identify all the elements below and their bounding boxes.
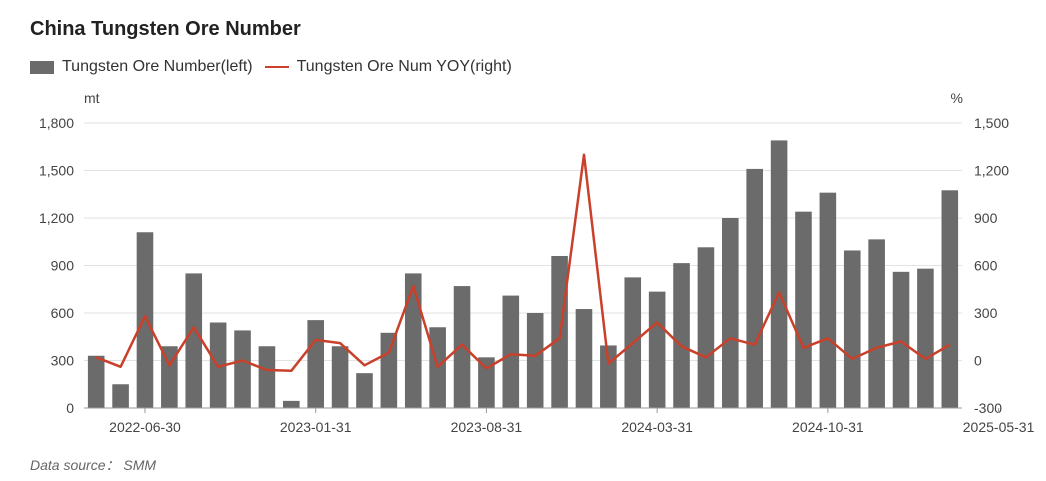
- left-tick-label: 1,200: [39, 210, 74, 226]
- bar: [770, 140, 788, 408]
- bar: [453, 286, 471, 408]
- x-tick-label: 2024-10-31: [792, 419, 864, 435]
- chart-legend: Tungsten Ore Number(left) Tungsten Ore N…: [30, 58, 524, 76]
- chart-title: China Tungsten Ore Number: [30, 18, 301, 40]
- bar: [746, 168, 763, 408]
- left-tick-label: 0: [66, 400, 74, 416]
- right-tick-label: 300: [974, 305, 998, 321]
- bar: [843, 250, 861, 408]
- bar: [331, 346, 349, 408]
- right-tick-label: 600: [974, 258, 998, 274]
- right-tick-label: 1,500: [974, 115, 1009, 131]
- left-tick-label: 900: [51, 258, 75, 274]
- bar: [404, 273, 422, 408]
- legend-swatch-line: [264, 66, 289, 68]
- left-tick-label: 1,500: [39, 163, 74, 179]
- right-tick-label: 1,200: [974, 163, 1009, 179]
- bar: [161, 346, 178, 408]
- bar: [819, 192, 837, 408]
- left-tick-label: 1,800: [39, 115, 74, 131]
- x-tick-label: 2025-05-31: [963, 419, 1035, 435]
- bar: [795, 211, 812, 408]
- right-tick-label: 900: [974, 210, 998, 226]
- left-tick-label: 600: [51, 305, 75, 321]
- bar: [478, 357, 495, 408]
- bar: [258, 346, 276, 408]
- bar: [380, 332, 398, 408]
- bar: [648, 291, 666, 408]
- yoy-line: [95, 153, 951, 373]
- bar: [502, 295, 520, 408]
- bar: [112, 384, 129, 408]
- x-tick-label: 2023-08-31: [451, 419, 523, 435]
- x-tick-label: 2024-03-31: [621, 419, 693, 435]
- data-source-note: Data source： SMM: [30, 457, 157, 473]
- bar: [673, 263, 690, 408]
- right-tick-label: 0: [974, 353, 982, 369]
- right-axis-unit: %: [951, 90, 963, 106]
- bar: [892, 271, 910, 408]
- bar: [234, 330, 251, 408]
- bar: [526, 313, 544, 408]
- legend-swatch-bars: [30, 60, 54, 74]
- bar: [87, 355, 105, 408]
- legend-label-line: Tungsten Ore Num YOY(right): [296, 58, 512, 75]
- x-tick-label: 2023-01-31: [280, 419, 352, 435]
- legend-item-line[interactable]: Tungsten Ore Num YOY(right): [264, 58, 512, 76]
- bar: [185, 273, 203, 408]
- bar: [697, 247, 715, 408]
- legend-item-bars[interactable]: Tungsten Ore Number(left): [30, 58, 253, 76]
- bar: [941, 190, 959, 408]
- right-tick-label: -300: [974, 400, 1002, 416]
- bar: [917, 268, 934, 408]
- bar: [722, 218, 739, 408]
- bar: [283, 400, 300, 408]
- left-axis-unit: mt: [84, 90, 100, 106]
- bar: [136, 232, 154, 408]
- bar: [868, 239, 885, 408]
- left-tick-label: 300: [51, 353, 75, 369]
- legend-label-bars: Tungsten Ore Number(left): [62, 58, 253, 75]
- bar: [356, 373, 373, 408]
- bar: [575, 309, 593, 408]
- x-tick-label: 2022-06-30: [109, 419, 181, 435]
- bar: [307, 320, 324, 408]
